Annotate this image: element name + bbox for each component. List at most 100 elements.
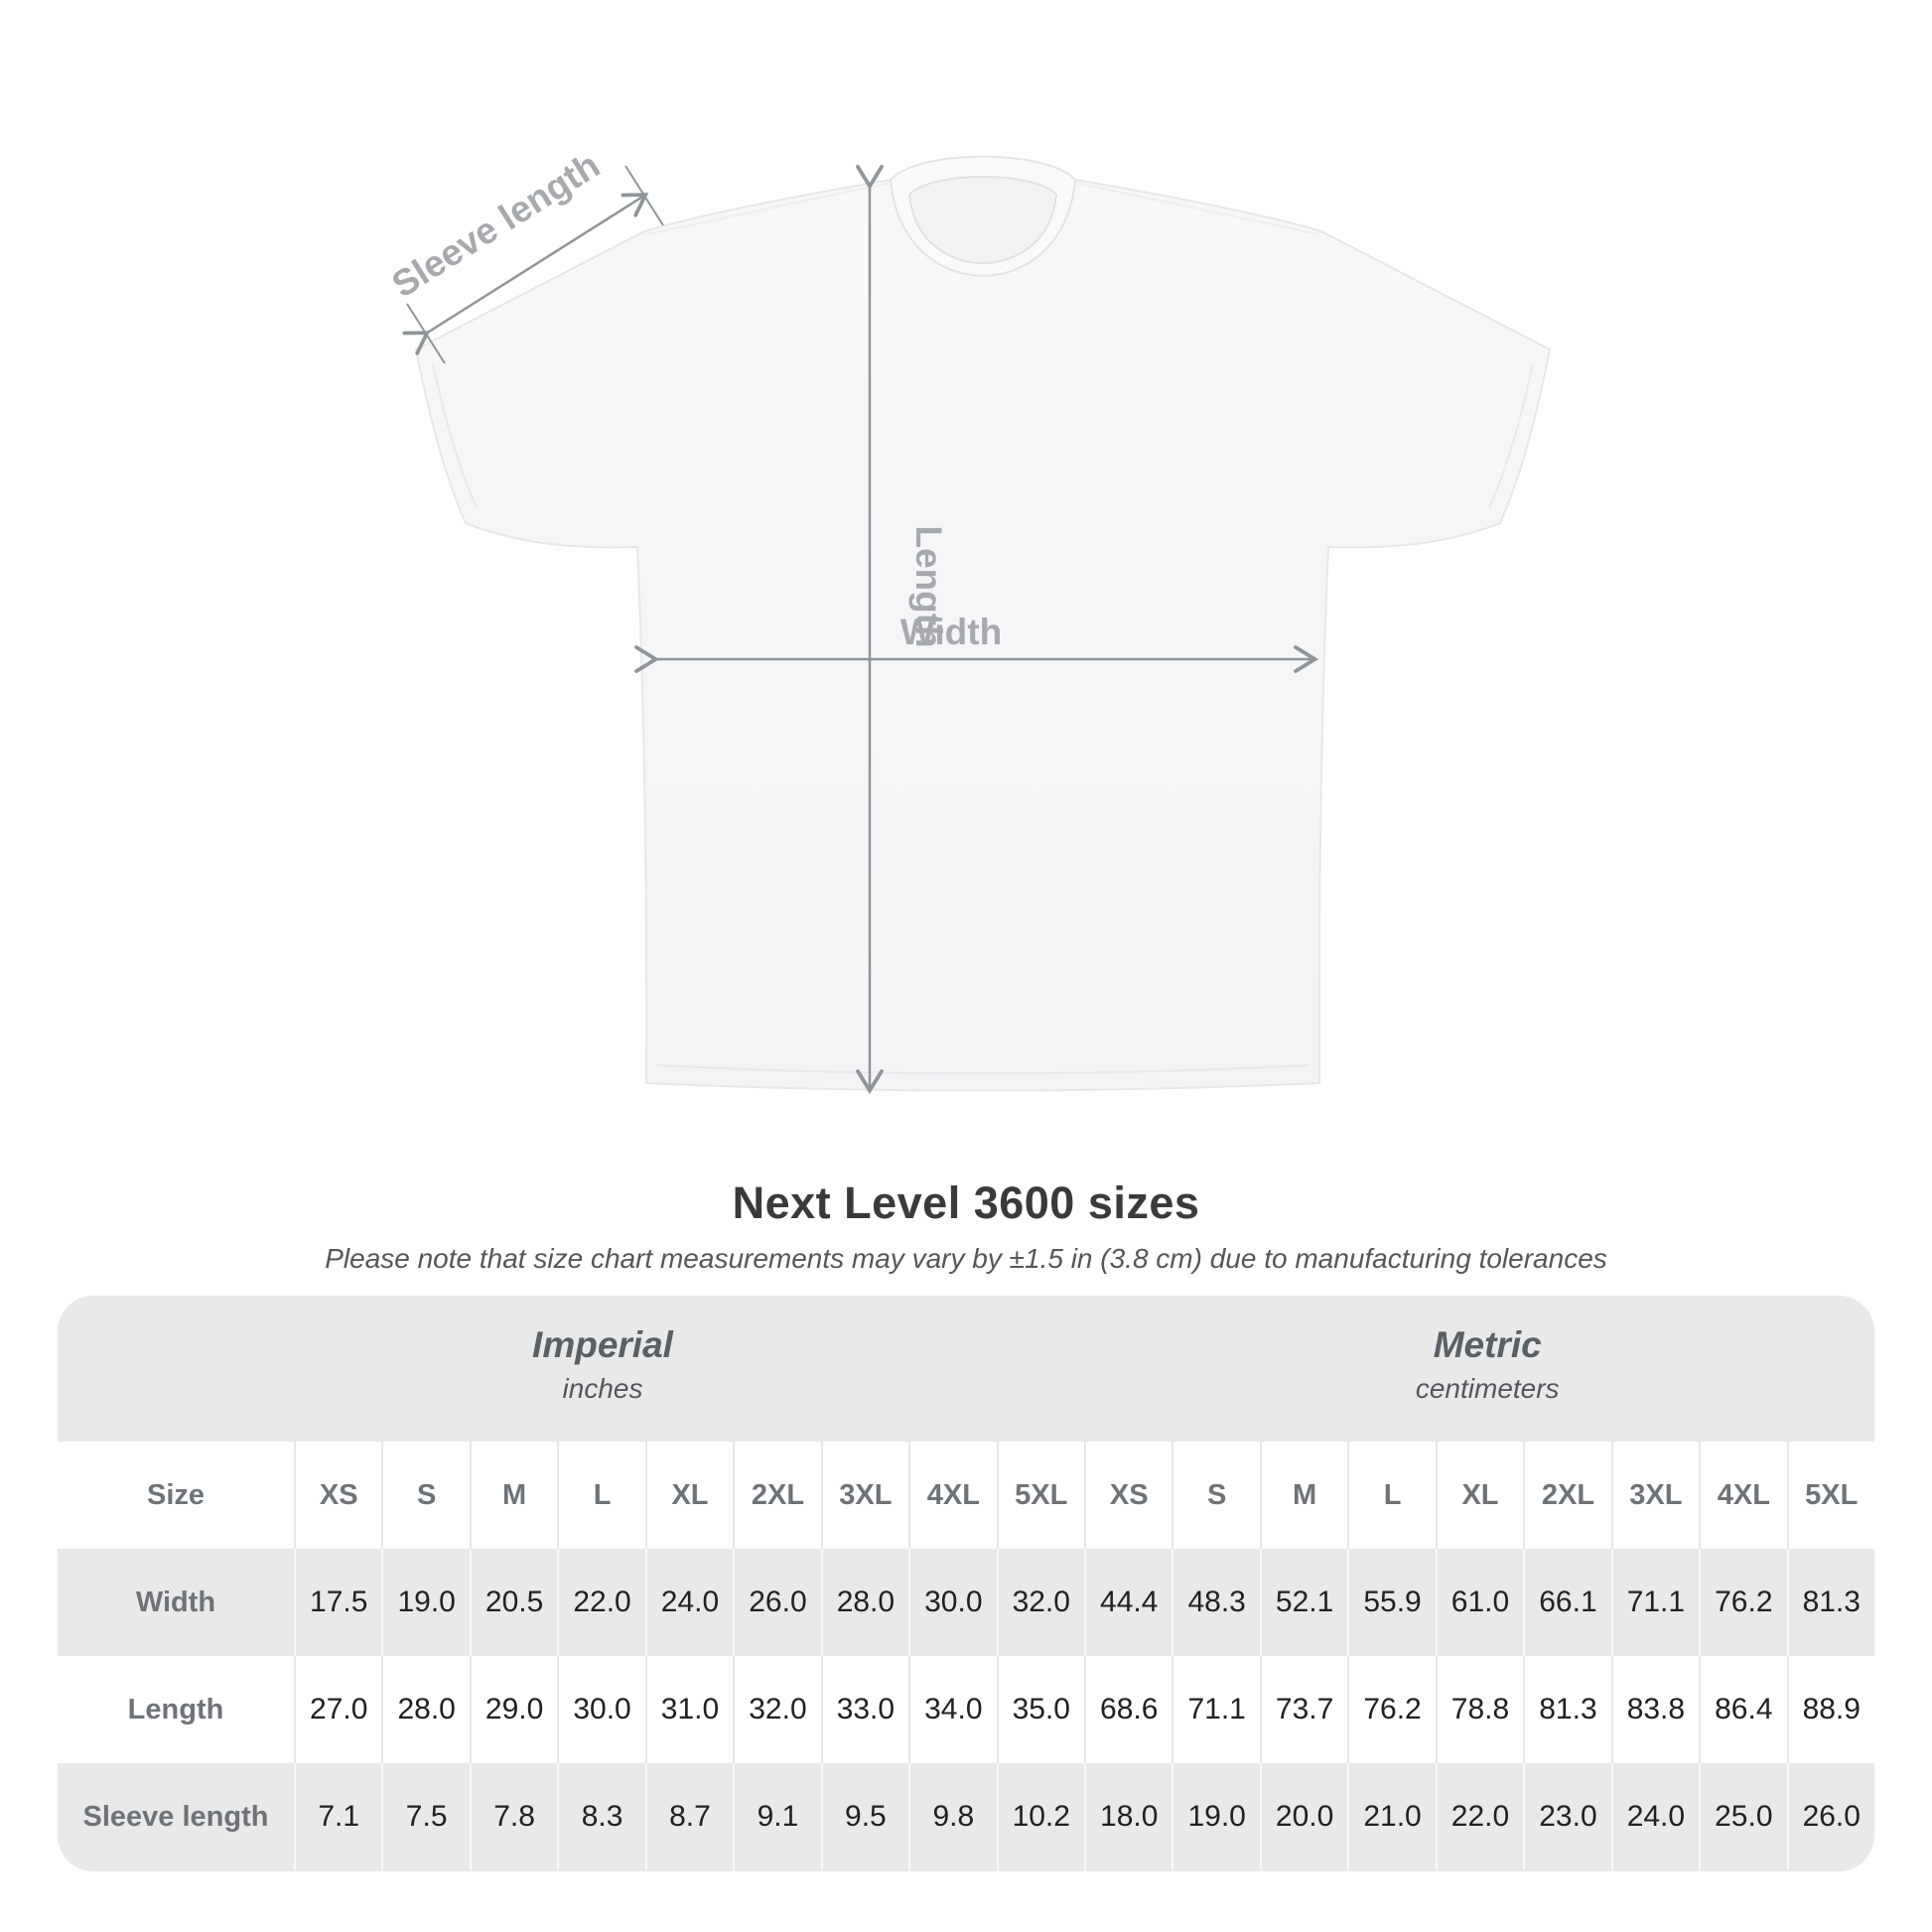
width-m-in: 20.5 <box>469 1549 557 1656</box>
sleeve-xl-in: 8.7 <box>644 1763 733 1870</box>
length-xs-cm: 68.6 <box>1083 1656 1172 1763</box>
sleeve-s-in: 7.5 <box>381 1763 469 1870</box>
sleeve-length-end-tick-bottom <box>406 303 446 364</box>
metric-sublabel: centimeters <box>1415 1373 1560 1404</box>
length-l-in: 30.0 <box>557 1656 644 1763</box>
size-header: M <box>469 1442 557 1549</box>
width-xs-in: 17.5 <box>294 1549 381 1656</box>
width-3xl-cm: 71.1 <box>1610 1549 1699 1656</box>
sleeve-xl-cm: 22.0 <box>1435 1763 1523 1870</box>
sleeve-4xl-in: 9.8 <box>908 1763 996 1870</box>
size-header-row: Size XS S M L XL 2XL 3XL 4XL 5XL XS S M … <box>58 1442 1874 1549</box>
sleeve-3xl-cm: 24.0 <box>1610 1763 1699 1870</box>
sleeve-m-cm: 20.0 <box>1259 1763 1347 1870</box>
tshirt-body <box>414 178 1552 1092</box>
tolerance-note: Please note that size chart measurements… <box>325 1243 1607 1274</box>
size-header: XS <box>294 1442 381 1549</box>
tshirt-shoulder-seam-right <box>1074 182 1319 235</box>
sleeve-length-row: Sleeve length 7.1 7.5 7.8 8.3 8.7 9.1 9.… <box>58 1763 1874 1870</box>
sleeve-3xl-in: 9.5 <box>820 1763 908 1870</box>
sleeve-s-cm: 19.0 <box>1172 1763 1259 1870</box>
size-table: Imperial inches Metric centimeters Size … <box>58 1296 1874 1871</box>
width-2xl-cm: 66.1 <box>1523 1549 1610 1656</box>
width-4xl-cm: 76.2 <box>1699 1549 1786 1656</box>
length-row: Length 27.0 28.0 29.0 30.0 31.0 32.0 33.… <box>58 1656 1874 1763</box>
width-l-cm: 55.9 <box>1347 1549 1435 1656</box>
length-s-cm: 71.1 <box>1172 1656 1259 1763</box>
size-header: S <box>1172 1442 1259 1549</box>
size-header: M <box>1259 1442 1347 1549</box>
size-header: L <box>557 1442 644 1549</box>
sleeve-xs-in: 7.1 <box>294 1763 381 1870</box>
width-m-cm: 52.1 <box>1259 1549 1347 1656</box>
length-5xl-cm: 88.9 <box>1786 1656 1874 1763</box>
metric-unit-header: Metric centimeters <box>1416 1325 1560 1405</box>
length-xl-in: 31.0 <box>644 1656 733 1763</box>
size-header: 3XL <box>1610 1442 1699 1549</box>
length-m-cm: 73.7 <box>1259 1656 1347 1763</box>
length-5xl-in: 35.0 <box>996 1656 1084 1763</box>
tshirt-collar-opening <box>907 176 1058 264</box>
sleeve-2xl-in: 9.1 <box>733 1763 820 1870</box>
sleeve-length-arrow <box>402 193 649 355</box>
size-header: 4XL <box>908 1442 996 1549</box>
size-header: XL <box>644 1442 733 1549</box>
length-xl-cm: 78.8 <box>1435 1656 1523 1763</box>
unit-band: Imperial inches Metric centimeters <box>58 1296 1874 1442</box>
length-3xl-cm: 83.8 <box>1610 1656 1699 1763</box>
tshirt-cuff-seam-left <box>432 362 478 509</box>
length-l-cm: 76.2 <box>1347 1656 1435 1763</box>
tshirt-cuff-seam-right <box>1488 362 1534 509</box>
length-xs-in: 27.0 <box>294 1656 381 1763</box>
length-2xl-cm: 81.3 <box>1523 1656 1610 1763</box>
sleeve-length-end-tick-top <box>624 165 664 226</box>
size-header: 5XL <box>1786 1442 1874 1549</box>
corner-label: Size <box>146 1478 206 1511</box>
sleeve-l-in: 8.3 <box>557 1763 644 1870</box>
size-header: L <box>1347 1442 1435 1549</box>
tshirt-hem-stitch <box>656 1064 1310 1075</box>
size-header: 2XL <box>1523 1442 1610 1549</box>
length-4xl-cm: 86.4 <box>1699 1656 1786 1763</box>
row-label: Length <box>127 1693 224 1725</box>
imperial-sublabel: inches <box>562 1373 643 1404</box>
sleeve-xs-cm: 18.0 <box>1083 1763 1172 1870</box>
width-2xl-in: 26.0 <box>733 1549 820 1656</box>
width-xl-in: 24.0 <box>644 1549 733 1656</box>
width-xs-cm: 44.4 <box>1083 1549 1172 1656</box>
width-5xl-cm: 81.3 <box>1786 1549 1874 1656</box>
width-s-cm: 48.3 <box>1172 1549 1259 1656</box>
imperial-label: Imperial <box>532 1324 673 1365</box>
length-m-in: 29.0 <box>469 1656 557 1763</box>
size-header: XS <box>1083 1442 1172 1549</box>
length-label: Length <box>908 525 949 647</box>
tshirt-measurement-diagram: Sleeve length Length Width <box>385 144 1552 1095</box>
width-4xl-in: 30.0 <box>908 1549 996 1656</box>
dimension-lines <box>402 165 1319 1095</box>
size-header: S <box>381 1442 469 1549</box>
row-label: Width <box>135 1586 216 1618</box>
width-row: Width 17.5 19.0 20.5 22.0 24.0 26.0 28.0… <box>58 1549 1874 1656</box>
width-s-in: 19.0 <box>381 1549 469 1656</box>
metric-label: Metric <box>1433 1324 1542 1365</box>
sleeve-l-cm: 21.0 <box>1347 1763 1435 1870</box>
sleeve-4xl-cm: 25.0 <box>1699 1763 1786 1870</box>
length-s-in: 28.0 <box>381 1656 469 1763</box>
imperial-unit-header: Imperial inches <box>532 1325 673 1405</box>
size-header: XL <box>1435 1442 1523 1549</box>
sleeve-5xl-in: 10.2 <box>996 1763 1084 1870</box>
width-xl-cm: 61.0 <box>1435 1549 1523 1656</box>
length-3xl-in: 33.0 <box>820 1656 908 1763</box>
size-header: 4XL <box>1699 1442 1786 1549</box>
length-4xl-in: 34.0 <box>908 1656 996 1763</box>
length-2xl-in: 32.0 <box>733 1656 820 1763</box>
width-3xl-in: 28.0 <box>820 1549 908 1656</box>
width-l-in: 22.0 <box>557 1549 644 1656</box>
tshirt-shoulder-seam-left <box>646 182 892 235</box>
size-header: 2XL <box>733 1442 820 1549</box>
sleeve-5xl-cm: 26.0 <box>1786 1763 1874 1870</box>
tshirt-illustration <box>414 155 1552 1092</box>
row-label: Sleeve length <box>82 1800 269 1833</box>
width-label: Width <box>900 612 1002 652</box>
page-title: Next Level 3600 sizes <box>732 1177 1200 1228</box>
